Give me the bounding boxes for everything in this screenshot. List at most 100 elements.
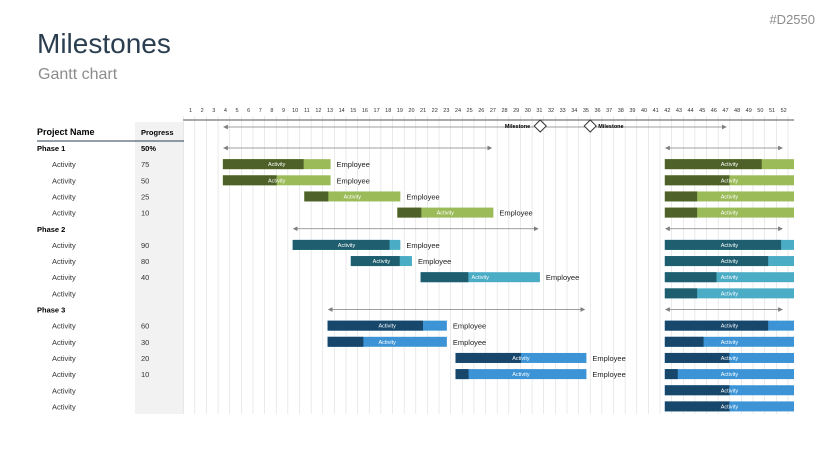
phase-progress: 50%	[141, 144, 156, 153]
overview-bar-label: Activity	[721, 324, 739, 330]
task-label: Activity	[52, 354, 76, 363]
task-label: Activity	[52, 241, 76, 250]
task-progress: 25	[141, 192, 149, 201]
task-bar-label: Activity	[378, 324, 396, 330]
task-progress: 10	[141, 370, 149, 379]
task-progress: 30	[141, 338, 149, 347]
week-label: 37	[606, 108, 612, 114]
task-bar-label: Activity	[268, 162, 286, 168]
overview-bar-label: Activity	[721, 162, 739, 168]
week-label: 11	[304, 108, 310, 114]
task-owner: Employee	[418, 257, 451, 266]
overview-bar-label: Activity	[721, 178, 739, 184]
week-label: 3	[212, 108, 215, 114]
task-progress: 75	[141, 160, 149, 169]
week-label: 47	[722, 108, 728, 114]
column-header-name: Project Name	[37, 127, 95, 137]
task-bar	[420, 272, 540, 283]
task-bar-label: Activity	[472, 275, 490, 281]
task-label: Activity	[52, 338, 76, 347]
task-label: Activity	[52, 386, 76, 395]
task-bar-label: Activity	[512, 372, 530, 378]
column-header-progress: Progress	[141, 128, 174, 137]
overview-bar-progress	[664, 159, 762, 170]
week-label: 16	[362, 108, 368, 114]
overview-bar-progress	[664, 352, 730, 363]
week-label: 13	[327, 108, 333, 114]
phase-label: Phase 3	[37, 306, 65, 315]
week-label: 8	[270, 108, 273, 114]
week-label: 12	[315, 108, 321, 114]
task-bar-label: Activity	[373, 259, 391, 265]
task-label: Activity	[52, 402, 76, 411]
task-bar-progress	[222, 175, 277, 186]
overview-bar	[664, 336, 794, 347]
week-label: 10	[292, 108, 298, 114]
week-label: 32	[548, 108, 554, 114]
milestone-label: Milestone	[505, 124, 530, 130]
week-label: 27	[490, 108, 496, 114]
overview-bar-progress	[664, 369, 678, 380]
week-label: 25	[467, 108, 473, 114]
task-progress: 80	[141, 257, 149, 266]
week-label: 29	[513, 108, 519, 114]
week-label: 18	[385, 108, 391, 114]
task-owner: Employee	[406, 241, 439, 250]
overview-bar-label: Activity	[721, 194, 739, 200]
week-label: 5	[235, 108, 238, 114]
task-owner: Employee	[592, 370, 625, 379]
week-label: 23	[443, 108, 449, 114]
task-bar-progress	[292, 239, 390, 250]
overview-bar-label: Activity	[721, 211, 739, 217]
week-label: 45	[699, 108, 705, 114]
week-label: 49	[746, 108, 752, 114]
overview-bar-label: Activity	[721, 275, 739, 281]
week-label: 17	[374, 108, 380, 114]
overview-bar-progress	[664, 256, 769, 267]
task-label: Activity	[52, 176, 76, 185]
overview-bar-label: Activity	[721, 404, 739, 410]
week-label: 28	[501, 108, 507, 114]
task-bar-progress	[327, 336, 364, 347]
task-progress: 60	[141, 322, 149, 331]
task-bar-label: Activity	[437, 211, 455, 217]
task-bar-label: Activity	[268, 178, 286, 184]
week-label: 2	[201, 108, 204, 114]
task-owner: Employee	[499, 209, 532, 218]
overview-bar-label: Activity	[721, 259, 739, 265]
task-bar	[327, 336, 447, 347]
week-label: 48	[734, 108, 740, 114]
milestone-diamond	[583, 119, 597, 133]
overview-bar-label: Activity	[721, 291, 739, 297]
task-owner: Employee	[337, 160, 370, 169]
overview-bar	[664, 272, 794, 283]
slide-code: #D2550	[769, 12, 815, 27]
overview-bar	[664, 369, 794, 380]
overview-bar	[664, 207, 794, 218]
overview-bar-progress	[664, 336, 704, 347]
progress-column-bg	[135, 122, 184, 414]
task-bar-label: Activity	[344, 194, 362, 200]
overview-bar-progress	[664, 272, 717, 283]
task-owner: Employee	[453, 338, 486, 347]
overview-bar-progress	[664, 320, 769, 331]
task-label: Activity	[52, 273, 76, 282]
week-label: 52	[781, 108, 787, 114]
task-bar-progress	[327, 320, 423, 331]
task-bar	[304, 191, 401, 202]
task-label: Activity	[52, 322, 76, 331]
week-label: 9	[282, 108, 285, 114]
task-label: Activity	[52, 370, 76, 379]
overview-bar-label: Activity	[721, 372, 739, 378]
task-bar-label: Activity	[338, 243, 356, 249]
task-bar-progress	[397, 207, 422, 218]
task-progress: 20	[141, 354, 149, 363]
phase-label: Phase 2	[37, 225, 65, 234]
task-label: Activity	[52, 257, 76, 266]
overview-bar-label: Activity	[721, 356, 739, 362]
week-label: 31	[536, 108, 542, 114]
overview-bar-progress	[664, 401, 730, 412]
task-owner: Employee	[453, 322, 486, 331]
task-bar-progress	[222, 159, 304, 170]
week-label: 42	[664, 108, 670, 114]
